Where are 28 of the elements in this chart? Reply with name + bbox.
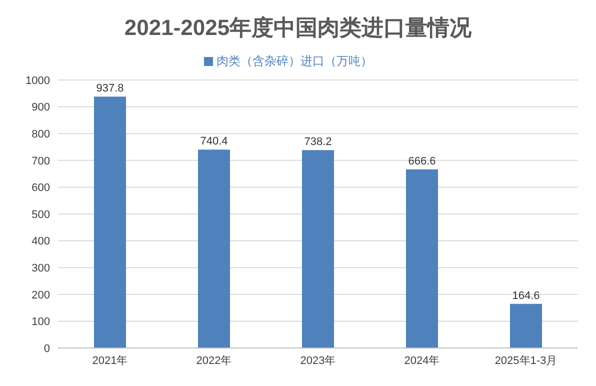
bar (510, 304, 542, 348)
bar (406, 169, 438, 348)
y-tick-label: 500 (32, 208, 50, 221)
y-tick-label: 700 (32, 155, 50, 168)
bar (198, 150, 230, 348)
y-tick-label: 300 (32, 262, 50, 275)
legend-label: 肉类（含杂碎）进口（万吨） (216, 54, 372, 68)
x-tick-label: 2021年 (92, 354, 128, 367)
x-tick-label: 2023年 (300, 354, 336, 367)
data-label: 738.2 (304, 136, 332, 148)
y-tick-label: 400 (32, 236, 50, 248)
y-tick-label: 0 (44, 342, 50, 355)
x-tick-label: 2024年 (404, 354, 440, 367)
y-tick-label: 900 (32, 102, 50, 114)
y-tick-label: 1000 (26, 74, 50, 87)
chart-title: 2021-2025年度中国肉类进口量情况 (123, 14, 473, 42)
data-label: 164.6 (512, 290, 540, 302)
x-tick-label: 2025年1-3月 (494, 354, 558, 367)
data-label: 937.8 (96, 82, 124, 95)
y-tick-label: 600 (32, 182, 50, 194)
data-label: 740.4 (200, 136, 228, 148)
x-tick-label: 2022年 (196, 354, 232, 367)
y-tick-label: 200 (32, 289, 50, 302)
bar (302, 150, 334, 348)
data-label: 666.6 (408, 155, 436, 168)
y-tick-label: 800 (32, 128, 50, 141)
y-tick-label: 100 (32, 316, 50, 328)
bar (94, 96, 126, 348)
